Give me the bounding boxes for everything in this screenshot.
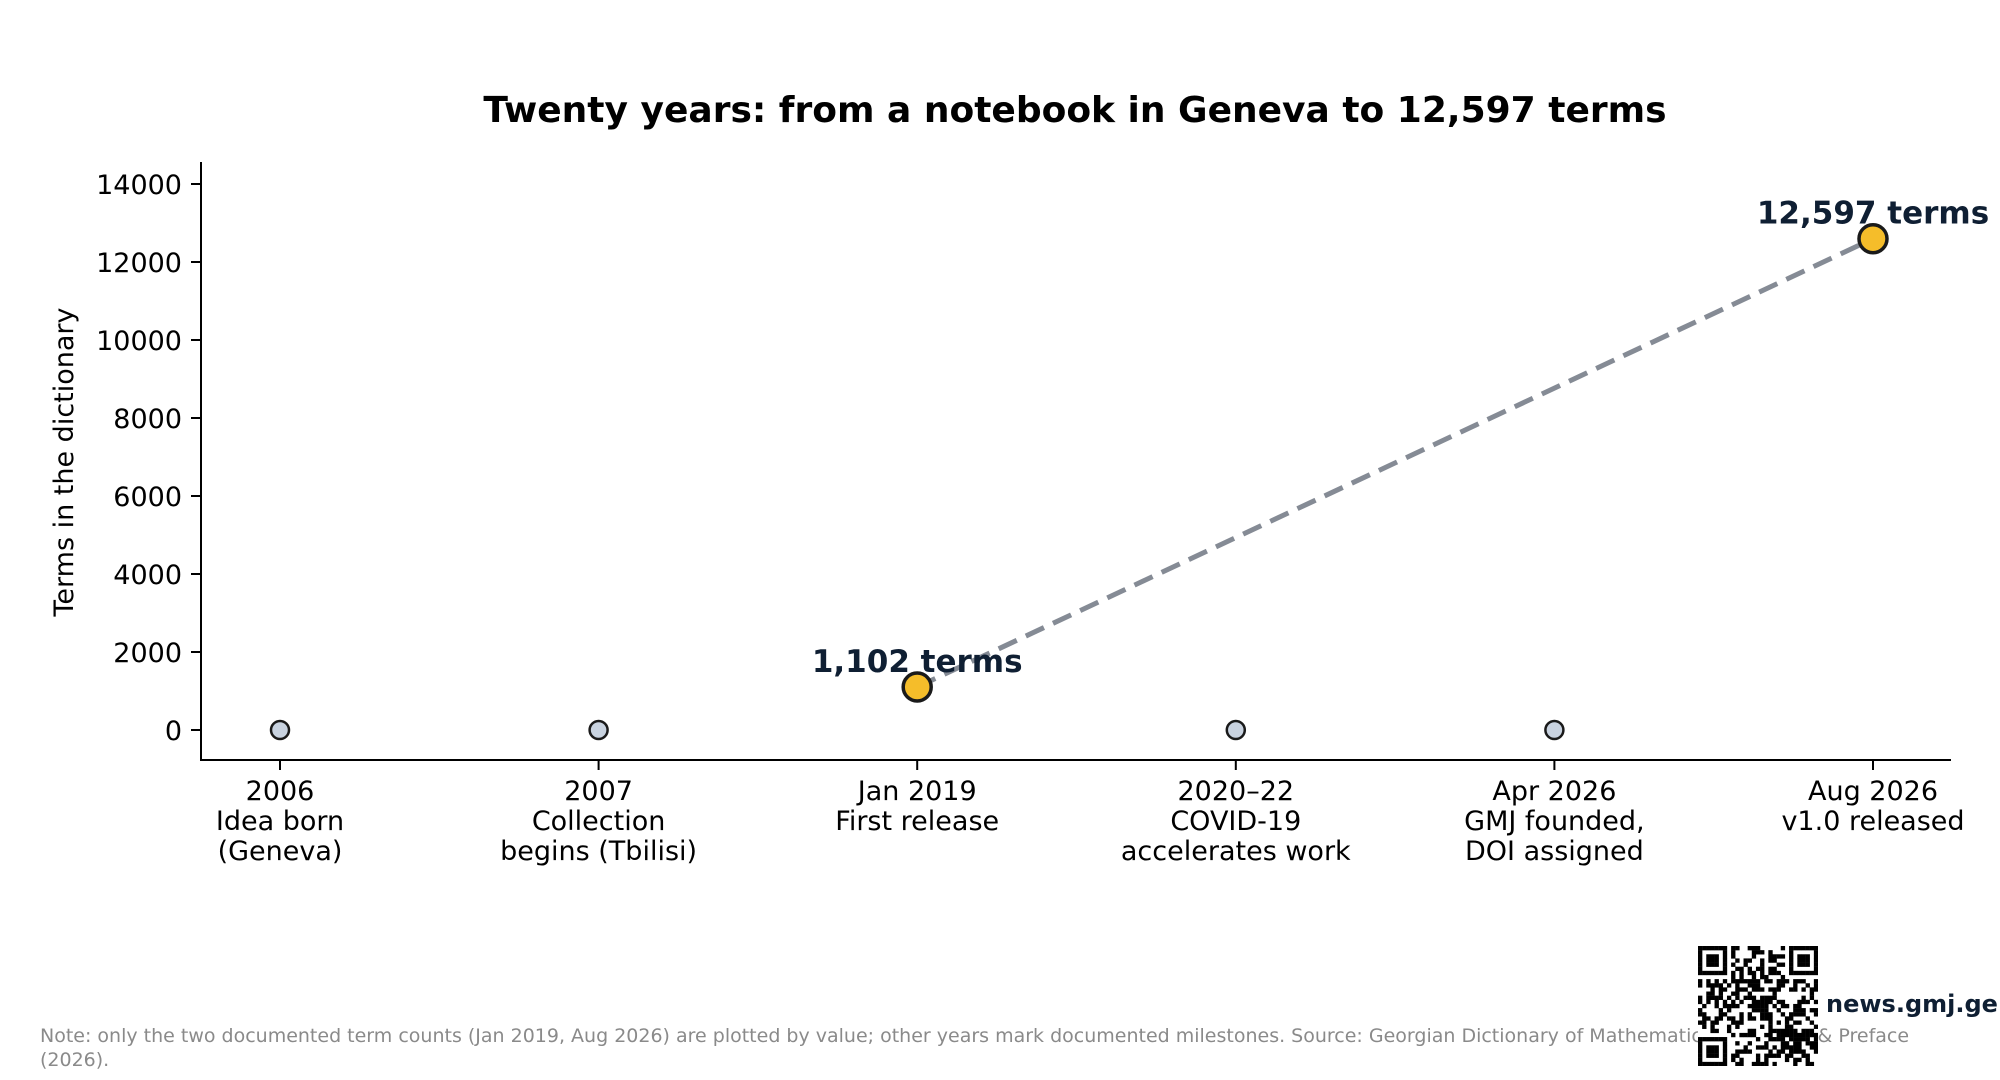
y-tick-label: 6000 [113,482,182,513]
x-tick-label: begins (Tbilisi) [500,836,697,867]
trend-connector [916,236,1875,690]
milestone-point [1544,719,1565,741]
x-tick-label: Aug 2026 [1808,776,1938,807]
y-tick-label: 8000 [113,404,182,435]
x-tick-label: Collection [532,806,666,837]
x-tick-label: COVID-19 [1170,806,1301,837]
x-tick-label: First release [835,806,999,837]
trend-line [916,236,1875,690]
chart-title: Twenty years: from a notebook in Geneva … [483,90,1666,131]
x-tick-label: v1.0 released [1781,806,1964,837]
x-tick-label: 2006 [246,776,315,807]
x-tick-label: 2007 [564,776,633,807]
term-count-point [901,671,933,703]
x-tick-label: DOI assigned [1465,836,1644,867]
y-tick-label: 12000 [96,248,182,279]
term-count-point [1857,222,1889,255]
term-count-label: 12,597 terms [1757,196,1989,232]
x-tick-label: Jan 2019 [856,776,977,807]
footnote: Note: only the two documented term count… [40,1025,1910,1071]
y-axis-label: Terms in the dictionary [49,307,80,617]
y-axis-ticks: 0 2000 4000 6000 8000 10000 12000 14000 [96,170,201,747]
x-tick-label: 2020–22 [1178,776,1295,807]
y-tick-label: 0 [165,716,182,747]
qr-code-icon [1698,946,1819,1067]
site-url: news.gmj.ge [1826,990,1998,1018]
x-tick-label: accelerates work [1121,836,1351,867]
x-tick-label: Apr 2026 [1492,776,1616,807]
y-tick-label: 2000 [113,638,182,669]
y-tick-label: 14000 [96,170,182,201]
term-count-label: 1,102 terms [812,644,1023,680]
data-markers [269,222,1889,741]
data-labels: 1,102 terms 12,597 terms [812,196,1989,680]
milestone-point [588,719,609,741]
x-tick-label: GMJ founded, [1464,806,1644,837]
milestone-point [1225,719,1247,741]
x-tick-label: Idea born [216,806,344,837]
y-tick-label: 4000 [113,560,182,591]
x-tick-label: (Geneva) [218,836,343,867]
y-tick-label: 10000 [96,326,182,357]
milestone-point [269,719,291,741]
